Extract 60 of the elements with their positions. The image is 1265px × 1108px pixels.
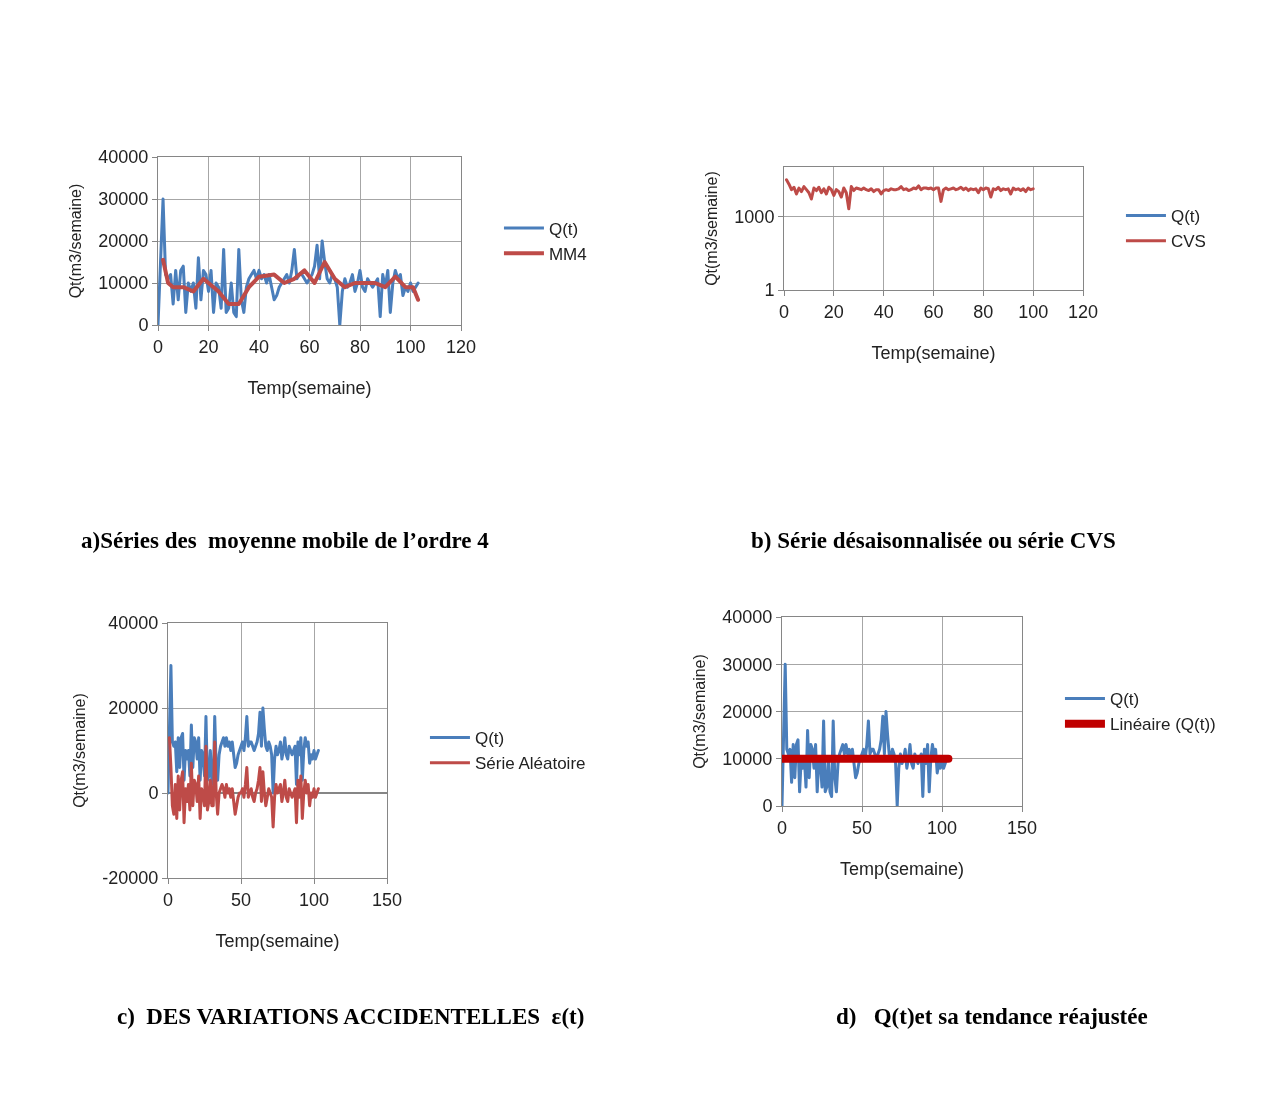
x-axis-title: Temp(semaine) xyxy=(247,377,372,398)
y-axis-title: Qt(m3/semaine) xyxy=(67,183,85,299)
y-tick-label: 0 xyxy=(138,315,149,336)
y-tick-label: 40000 xyxy=(722,607,773,628)
y-tick-label: 40000 xyxy=(108,613,159,634)
text: d) Q(t)et sa tendance réajustée xyxy=(836,1004,1148,1029)
legend-label: CVS xyxy=(1170,232,1206,252)
legend-label: Q(t) xyxy=(1109,690,1140,710)
y-tick-label: 20000 xyxy=(108,698,159,719)
x-tick-label: 60 xyxy=(299,336,320,357)
legend-label: Q(t) xyxy=(1170,207,1201,227)
x-axis-title: Temp(semaine) xyxy=(839,858,965,879)
y-tick-label: 30000 xyxy=(722,654,773,675)
y-tick-label: 10000 xyxy=(722,749,773,770)
x-tick-label: 100 xyxy=(926,817,958,838)
x-tick-label: 0 xyxy=(776,817,788,838)
x-tick-label: 40 xyxy=(248,336,270,357)
text: c) DES VARIATIONS ACCIDENTELLES ε(t) xyxy=(117,1004,585,1029)
line-series xyxy=(784,178,1035,211)
x-tick-label: 20 xyxy=(198,336,219,357)
y-tick-label: 1000 xyxy=(734,206,775,227)
x-tick-label: 0 xyxy=(778,301,790,322)
x-axis-title: Temp(semaine) xyxy=(871,342,996,363)
y-tick-label: 20000 xyxy=(98,231,149,252)
x-tick-label: 120 xyxy=(445,336,477,357)
y-tick-label: 0 xyxy=(762,796,773,817)
x-tick-label: 100 xyxy=(1018,301,1049,322)
legend-label: Q(t) xyxy=(548,219,579,239)
y-tick-label: 30000 xyxy=(98,189,149,210)
x-tick-label: 100 xyxy=(395,336,426,357)
x-tick-label: 150 xyxy=(1006,817,1038,838)
y-tick-label: 20000 xyxy=(722,701,773,722)
text: b) Série désaisonnalisée ou série CVS xyxy=(751,528,1116,553)
y-tick-label: -20000 xyxy=(102,868,159,889)
x-tick-label: 20 xyxy=(823,301,844,322)
y-tick-label: 1 xyxy=(764,280,775,301)
x-axis-title: Temp(semaine) xyxy=(215,930,340,951)
x-tick-label: 60 xyxy=(923,301,944,322)
line-series xyxy=(161,257,421,306)
y-tick-label: 10000 xyxy=(98,273,149,294)
x-tick-label: 100 xyxy=(298,889,330,910)
y-axis-title: Qt(m3/semaine) xyxy=(71,693,89,808)
x-tick-label: 120 xyxy=(1067,301,1099,322)
text: a)Séries des moyenne mobile de l’ordre 4 xyxy=(81,528,490,553)
x-tick-label: 0 xyxy=(162,889,174,910)
y-axis-title: Qt(m3/semaine) xyxy=(691,654,709,769)
y-axis-title: Qt(m3/semaine) xyxy=(703,171,721,286)
legend-label: Linéaire (Q(t)) xyxy=(1109,715,1216,735)
x-tick-label: 50 xyxy=(230,889,252,910)
legend-label: Série Aléatoire xyxy=(474,754,586,774)
y-tick-label: 40000 xyxy=(98,147,149,168)
line-series xyxy=(168,736,320,829)
x-tick-label: 40 xyxy=(873,301,894,322)
legend-label: MM4 xyxy=(548,244,587,264)
x-tick-label: 150 xyxy=(371,889,403,910)
legend-label: Q(t) xyxy=(474,729,505,749)
x-tick-label: 50 xyxy=(851,817,873,838)
x-tick-label: 80 xyxy=(349,336,371,357)
y-tick-label: 0 xyxy=(148,783,159,804)
x-tick-label: 80 xyxy=(973,301,994,322)
